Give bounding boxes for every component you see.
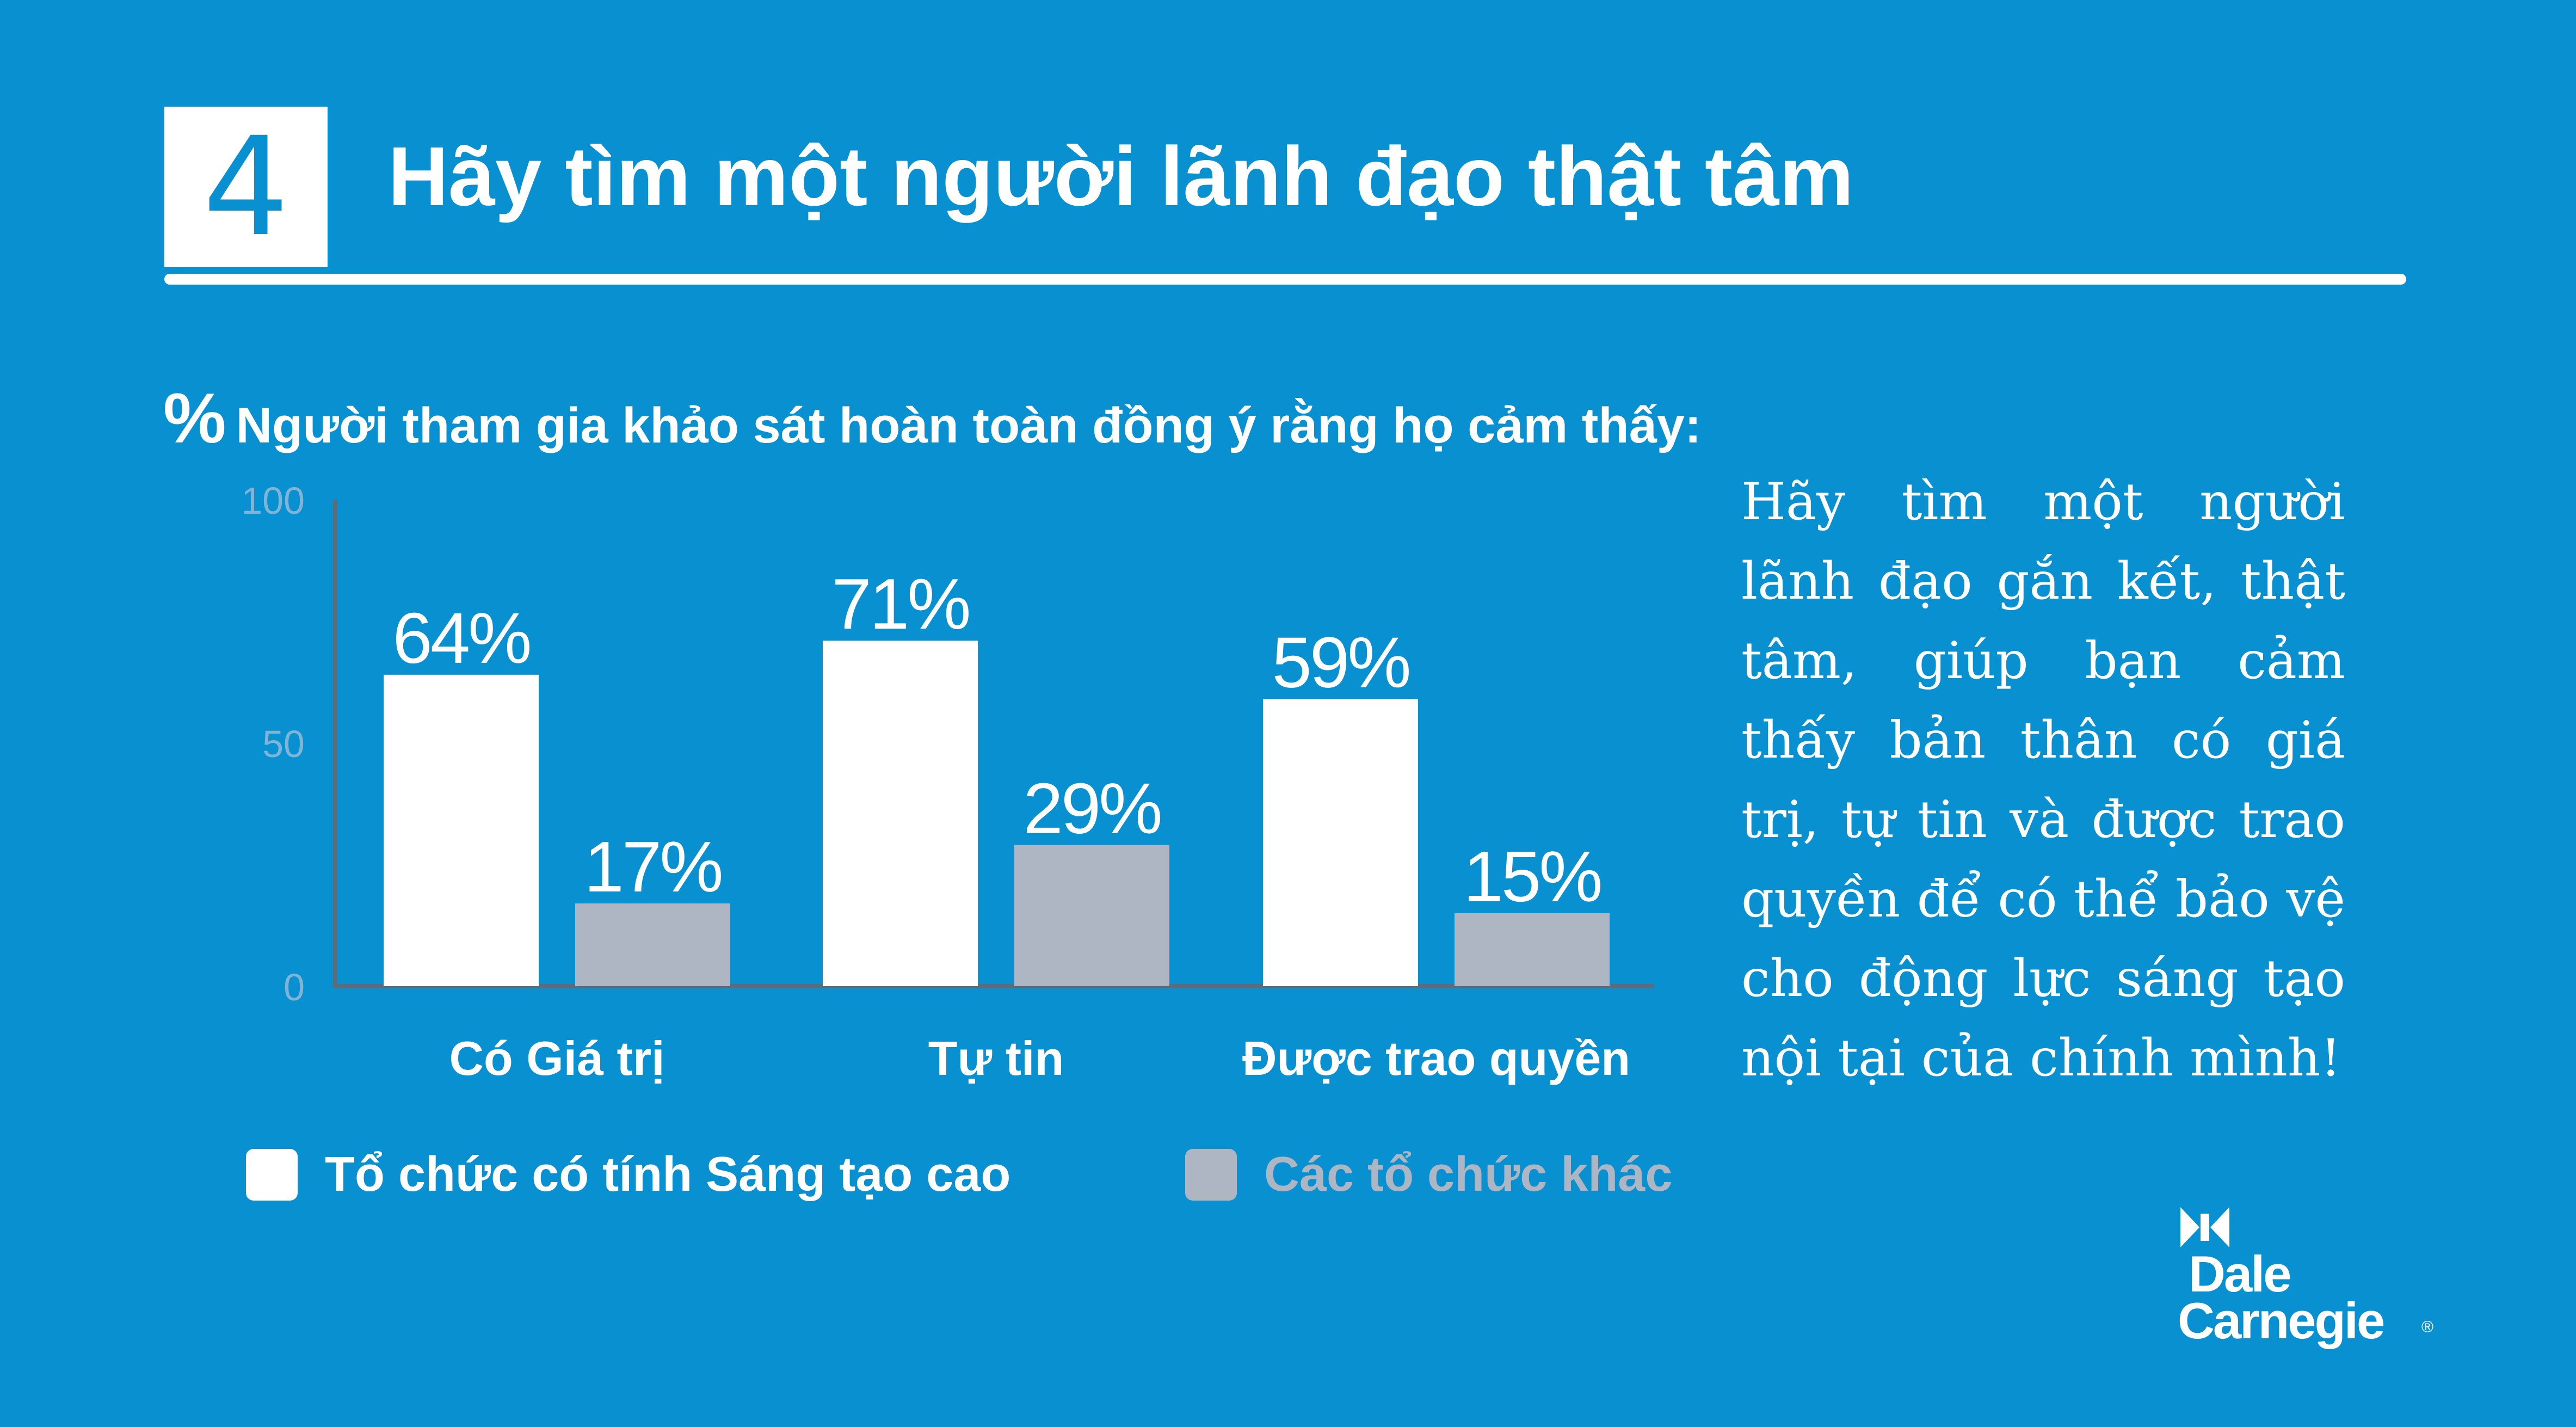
y-tick-label: 100 [241, 479, 305, 522]
page-title: Hãy tìm một người lãnh đạo thật tâm [388, 130, 1854, 223]
bar-s2-3 [1455, 913, 1610, 986]
legend-label-series-1: Tổ chức có tính Sáng tạo cao [325, 1147, 1011, 1202]
logo-wordmark: Dale Carnegie [2178, 1245, 2385, 1349]
logo-mark-icon [2180, 1207, 2229, 1247]
legend-label-series-2: Các tổ chức khác [1264, 1147, 1673, 1202]
legend-item-series-2: Các tổ chức khác [1185, 1147, 1672, 1203]
chart-subtitle-text: Người tham gia khảo sát hoàn toàn đồng ý… [236, 398, 1702, 453]
section-number: 4 [164, 107, 328, 267]
legend-item-series-1: Tổ chức có tính Sáng tạo cao [246, 1147, 1010, 1203]
bar-s1-2 [823, 641, 978, 986]
legend-swatch-series-1 [246, 1149, 298, 1201]
logo-word-dale: Dale [2189, 1245, 2292, 1302]
bar-chart: 0 50 100 64% 17% Có Giá trị 71% 29% Tự tin 59% 15%… [241, 479, 1654, 1085]
data-label-s2-2: 29% [1023, 768, 1160, 848]
percent-symbol: % [163, 378, 226, 458]
data-label-s1-3: 59% [1272, 623, 1409, 703]
bar-s1-1 [384, 674, 539, 986]
x-category-label-3: Được trao quyền [1242, 1031, 1630, 1085]
legend-swatch-series-2 [1185, 1149, 1237, 1201]
data-label-s2-1: 17% [584, 827, 721, 907]
title-underline [164, 274, 2406, 285]
bar-s1-3 [1263, 699, 1418, 986]
bar-s2-1 [575, 903, 730, 986]
body-paragraph: Hãy tìm một người lãnh đạo gắn kết, thật… [1741, 472, 2345, 1088]
bar-s2-2 [1014, 845, 1169, 986]
dale-carnegie-logo: Dale Carnegie ® [2171, 1203, 2434, 1355]
y-tick-label: 50 [262, 723, 305, 765]
logo-word-carnegie: Carnegie [2178, 1292, 2385, 1349]
x-category-label-2: Tự tin [928, 1031, 1064, 1085]
registered-mark: ® [2421, 1318, 2434, 1336]
chart-subtitle: % Người tham gia khảo sát hoàn toàn đồng … [163, 376, 1702, 460]
data-label-s1-2: 71% [831, 564, 969, 644]
x-category-label-1: Có Giá trị [449, 1031, 664, 1085]
y-tick-label: 0 [284, 966, 305, 1008]
data-label-s2-3: 15% [1463, 836, 1600, 917]
data-label-s1-1: 64% [392, 598, 529, 678]
